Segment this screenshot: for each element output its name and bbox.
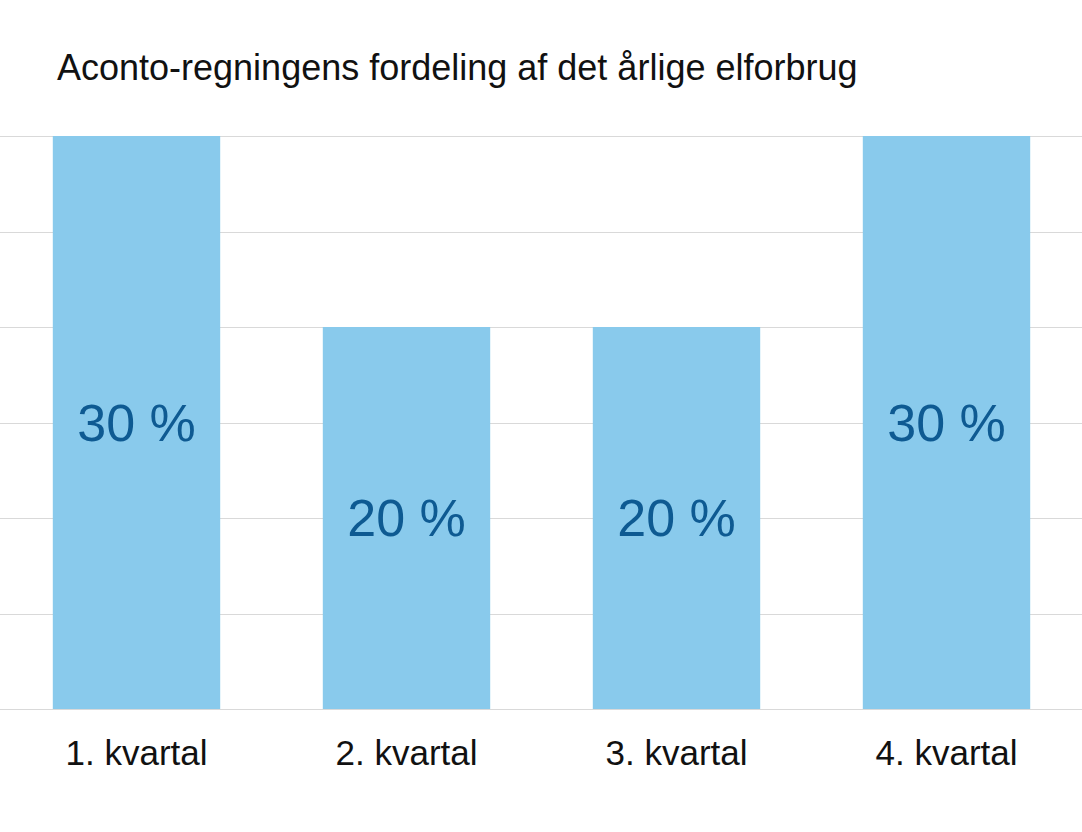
chart-svg: 30 % 20 % 20 % 30 % 1. kvartal 2. kvartal 3. k… (0, 0, 1082, 832)
bar (863, 136, 1030, 709)
bars (53, 136, 1030, 709)
title: Aconto-regningens fordeling af det årlig… (57, 47, 858, 88)
data-label: 30 % (77, 394, 196, 452)
category-label: 4. kvartal (876, 733, 1018, 772)
data-label: 20 % (347, 489, 466, 547)
bar (323, 327, 490, 709)
x-tick-labels: 1. kvartal 2. kvartal 3. kvartal 4. kvartal (66, 733, 1018, 772)
grid (0, 137, 1082, 710)
data-labels: 30 % 20 % 20 % 30 % (77, 394, 1006, 548)
bar (53, 136, 220, 709)
category-label: 2. kvartal (336, 733, 478, 772)
bar (593, 327, 760, 709)
chart: 30 % 20 % 20 % 30 % 1. kvartal 2. kvartal 3. k… (0, 0, 1082, 832)
data-label: 20 % (617, 489, 736, 547)
category-label: 1. kvartal (66, 733, 208, 772)
data-label: 30 % (887, 394, 1006, 452)
grid-line (0, 709, 1082, 710)
category-label: 3. kvartal (606, 733, 748, 772)
